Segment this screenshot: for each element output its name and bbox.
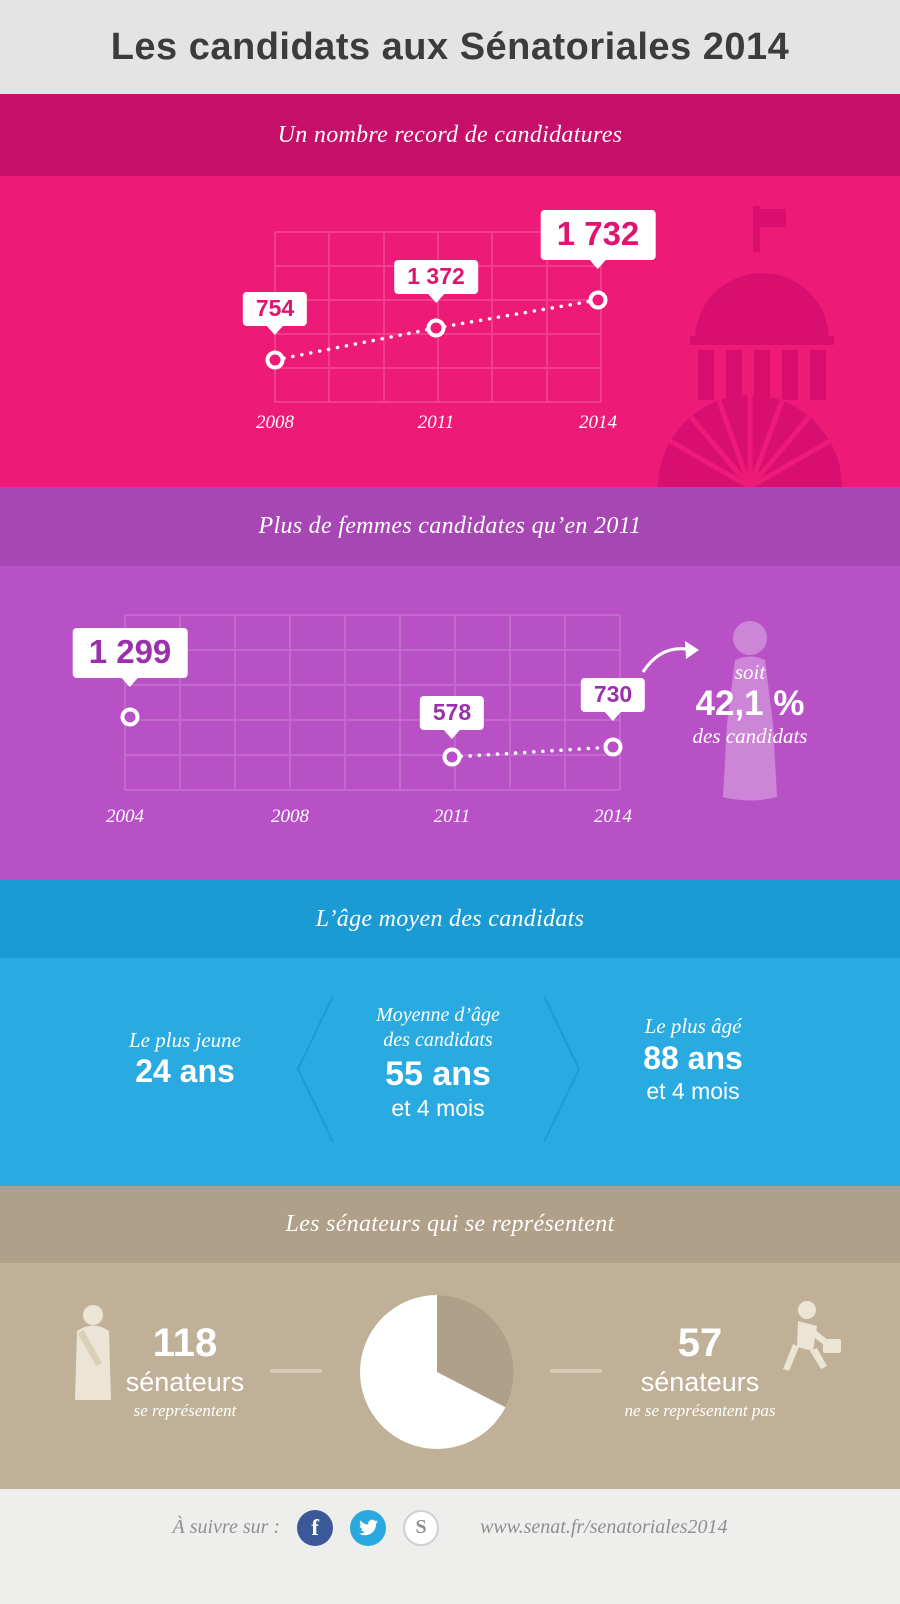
x-axis-label-2008: 2008 <box>256 412 294 433</box>
section-title-candidatures: Un nombre record de candidatures <box>277 121 623 148</box>
pie-wedge <box>437 1295 514 1408</box>
follow-label: À suivre sur : <box>172 1516 281 1538</box>
right-sublabel: ne se représentent pas <box>624 1401 776 1420</box>
x-axis-label-2014: 2014 <box>579 412 617 433</box>
facebook-icon[interactable]: f <box>297 1509 334 1546</box>
section-femmes: 1 299 578 730 2004 2008 2011 2014 soit 4… <box>0 566 900 880</box>
chart-grid <box>124 614 621 791</box>
section-title-femmes: Plus de femmes candidates qu’en 2011 <box>258 513 642 539</box>
age-chevrons <box>296 995 581 1143</box>
senator-leaving-icon <box>783 1301 841 1371</box>
average-label-line1: Moyenne d’âge <box>376 1004 500 1026</box>
senator-sash <box>78 1329 102 1366</box>
right-label: sénateurs <box>640 1367 760 1397</box>
curved-arrow-icon <box>641 647 687 673</box>
dome-fan-rays <box>668 395 832 487</box>
data-label-1299: 1 299 <box>72 628 188 688</box>
senat-logo-icon[interactable]: S <box>403 1509 440 1546</box>
section-band-senateurs: Les sénateurs qui se représentent <box>0 1186 900 1263</box>
data-points <box>265 290 608 370</box>
dash-right <box>550 1369 602 1373</box>
senat-red-arc <box>421 1514 434 1527</box>
pie-chart <box>360 1295 514 1449</box>
chevron-right-icon <box>543 995 581 1143</box>
average-suffix: et 4 mois <box>391 1095 485 1121</box>
oldest-label: Le plus âgé <box>644 1014 742 1038</box>
section-band-femmes: Plus de femmes candidates qu’en 2011 <box>0 487 900 566</box>
candidates-line-chart <box>265 206 842 487</box>
left-label: sénateurs <box>125 1367 245 1397</box>
senators-pie-chart <box>75 1295 841 1449</box>
data-label-754: 754 <box>242 292 308 336</box>
x-axis-label-2011: 2011 <box>433 806 471 827</box>
data-label-730: 730 <box>580 678 646 722</box>
x-axis-label-2011: 2011 <box>417 412 455 433</box>
trend-line <box>450 745 615 759</box>
footer: À suivre sur : f S www.senat.fr/senatori… <box>0 1489 900 1604</box>
share-suffix: des candidats <box>692 724 808 748</box>
twitter-icon[interactable] <box>350 1509 387 1546</box>
data-label-1372: 1 372 <box>394 260 478 304</box>
x-axis-label-2004: 2004 <box>106 806 144 827</box>
women-line-chart <box>120 614 777 801</box>
x-axis-label-2008: 2008 <box>271 806 309 827</box>
youngest-value: 24 ans <box>135 1053 235 1089</box>
data-label-578: 578 <box>419 696 485 740</box>
senat-blue-arc <box>408 1529 421 1542</box>
share-prefix: soit <box>734 660 766 684</box>
right-count: 57 <box>677 1321 723 1365</box>
average-value: 55 ans <box>385 1055 491 1093</box>
oldest-value: 88 ans <box>643 1040 743 1076</box>
data-label-1732: 1 732 <box>540 210 656 270</box>
section-title-age: L’âge moyen des candidats <box>315 905 585 932</box>
arrow-head <box>685 641 699 659</box>
twitter-bird-icon <box>358 1519 378 1536</box>
dash-left <box>270 1369 322 1373</box>
share-value: 42,1 % <box>695 684 805 723</box>
section-band-age: L’âge moyen des candidats <box>0 880 900 958</box>
left-sublabel: se représentent <box>133 1401 237 1420</box>
oldest-suffix: et 4 mois <box>646 1078 740 1104</box>
header: Les candidats aux Sénatoriales 2014 <box>0 0 900 94</box>
section-candidatures: 754 1 372 1 732 2008 2011 2014 <box>0 176 900 487</box>
website-url[interactable]: www.senat.fr/senatoriales2014 <box>480 1516 728 1538</box>
woman-silhouette-icon <box>723 621 777 801</box>
chevron-left-icon <box>296 995 334 1143</box>
data-points <box>120 707 623 767</box>
average-label-line2: des candidats <box>383 1029 493 1051</box>
section-title-senateurs: Les sénateurs qui se représentent <box>285 1211 615 1237</box>
section-age: Le plus jeune 24 ans Moyenne d’âge des c… <box>0 958 900 1186</box>
left-count: 118 <box>152 1321 218 1365</box>
page-title: Les candidats aux Sénatoriales 2014 <box>110 25 790 68</box>
facebook-letter: f <box>311 1514 319 1540</box>
x-axis-label-2014: 2014 <box>594 806 632 827</box>
senat-letter: S <box>415 1516 427 1538</box>
section-band-candidatures: Un nombre record de candidatures <box>0 94 900 176</box>
youngest-label: Le plus jeune <box>129 1028 241 1052</box>
section-senateurs: 118 sénateurs se représentent 57 sénateu… <box>0 1263 900 1489</box>
